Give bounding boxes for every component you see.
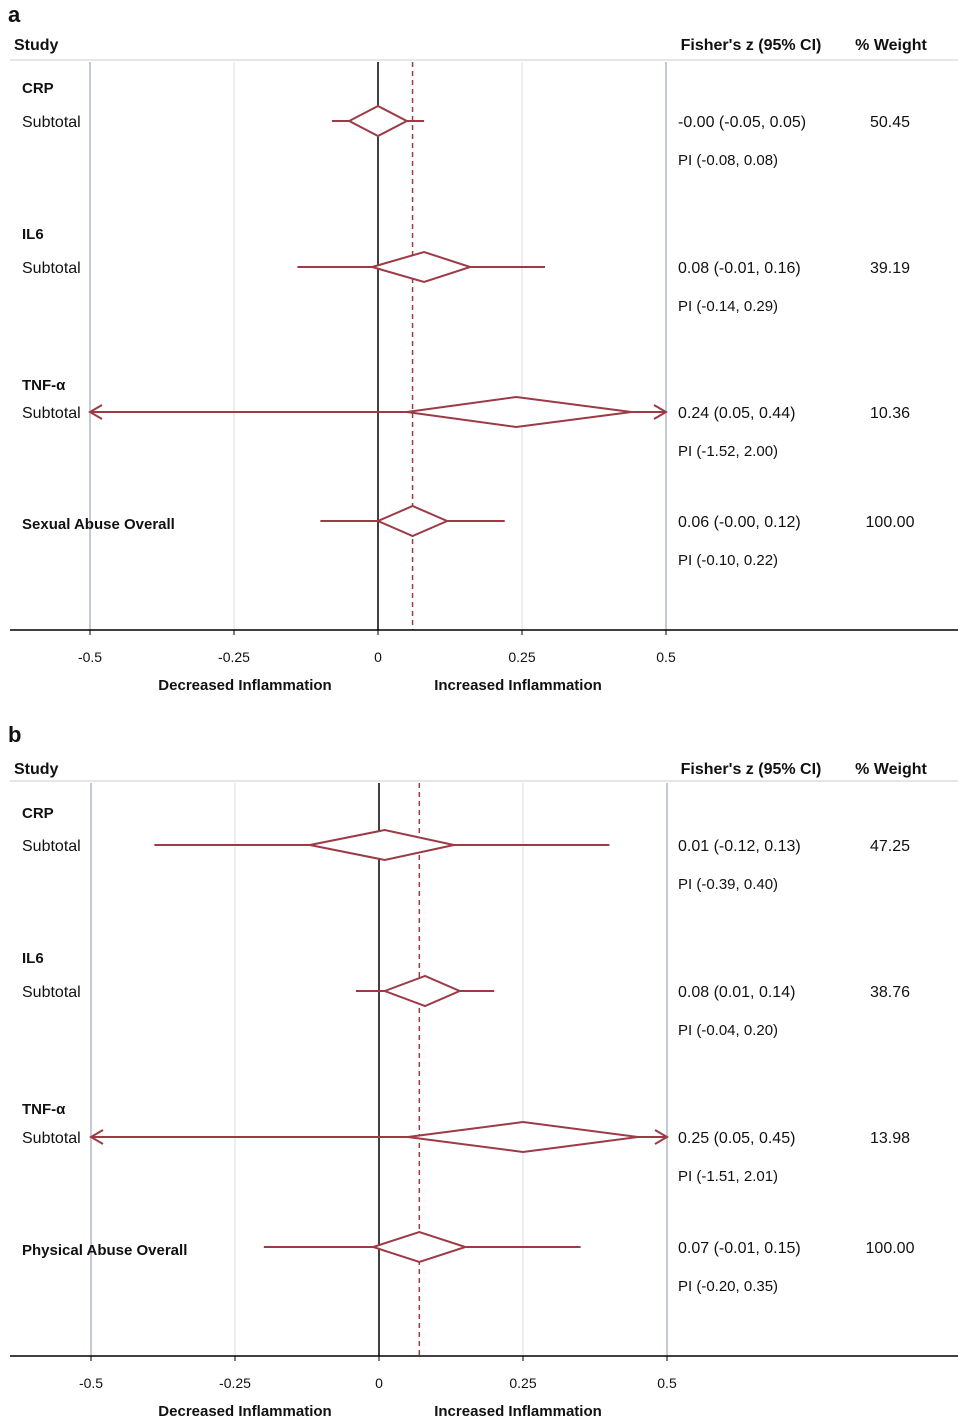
header-effect: Fisher's z (95% CI) — [681, 761, 822, 778]
x-tick-label: -0.5 — [78, 649, 102, 665]
header-effect: Fisher's z (95% CI) — [681, 37, 822, 54]
effect-ci-text: 0.06 (-0.00, 0.12) — [678, 514, 801, 531]
weight-value: 47.25 — [870, 838, 910, 855]
subtotal-label: Subtotal — [22, 984, 81, 1001]
direction-label-left: Decreased Inflammation — [158, 1403, 331, 1418]
group-label: IL6 — [22, 950, 44, 967]
x-tick-label: -0.25 — [219, 1375, 251, 1391]
x-tick-label: 0 — [374, 649, 382, 665]
group-label: CRP — [22, 805, 54, 822]
overall-label: Sexual Abuse Overall — [22, 516, 175, 533]
weight-value: 100.00 — [866, 1240, 915, 1257]
ci-diamond — [370, 1230, 469, 1264]
overall-label: Physical Abuse Overall — [22, 1242, 187, 1259]
x-tick-label: 0.25 — [508, 649, 535, 665]
subtotal-label: Subtotal — [22, 838, 81, 855]
group-label: TNF-α — [22, 377, 66, 394]
effect-ci-text: 0.07 (-0.01, 0.15) — [678, 1240, 801, 1257]
prediction-interval-text: PI (-1.52, 2.00) — [678, 443, 778, 460]
header-study: Study — [14, 761, 59, 778]
group-label: IL6 — [22, 226, 44, 243]
panel-label: b — [8, 722, 21, 747]
weight-value: 38.76 — [870, 984, 910, 1001]
arrow-left — [88, 404, 103, 420]
effect-ci-text: 0.25 (0.05, 0.45) — [678, 1130, 795, 1147]
weight-value: 10.36 — [870, 405, 910, 422]
header-study: Study — [14, 37, 59, 54]
subtotal-label: Subtotal — [22, 1130, 81, 1147]
forest-panel-b — [10, 780, 958, 1361]
group-label: TNF-α — [22, 1101, 66, 1118]
arrow-left — [89, 1129, 104, 1145]
effect-ci-text: 0.08 (-0.01, 0.16) — [678, 260, 801, 277]
arrow-right — [654, 1129, 669, 1145]
ci-diamond — [347, 104, 409, 138]
prediction-interval-text: PI (-0.08, 0.08) — [678, 152, 778, 169]
weight-value: 13.98 — [870, 1130, 910, 1147]
prediction-interval-text: PI (-0.10, 0.22) — [678, 552, 778, 569]
ci-diamond — [381, 974, 463, 1008]
ci-diamond — [368, 250, 474, 284]
prediction-interval-text: PI (-0.04, 0.20) — [678, 1022, 778, 1039]
header-weight: % Weight — [855, 761, 927, 778]
x-tick-label: -0.5 — [79, 1375, 103, 1391]
ci-diamond — [309, 828, 455, 862]
direction-label-right: Increased Inflammation — [434, 677, 602, 694]
x-tick-label: 0 — [375, 1375, 383, 1391]
ci-diamond — [375, 504, 450, 538]
effect-ci-text: 0.01 (-0.12, 0.13) — [678, 838, 801, 855]
header-weight: % Weight — [855, 37, 927, 54]
ci-diamond — [406, 395, 632, 429]
arrow-right — [653, 404, 668, 420]
x-tick-label: 0.25 — [509, 1375, 536, 1391]
subtotal-label: Subtotal — [22, 114, 81, 131]
subtotal-label: Subtotal — [22, 405, 81, 422]
effect-ci-text: -0.00 (-0.05, 0.05) — [678, 114, 806, 131]
weight-value: 39.19 — [870, 260, 910, 277]
forest-panel-a — [10, 59, 958, 635]
direction-label-left: Decreased Inflammation — [158, 677, 331, 694]
prediction-interval-text: PI (-0.39, 0.40) — [678, 876, 778, 893]
prediction-interval-text: PI (-1.51, 2.01) — [678, 1168, 778, 1185]
group-label: CRP — [22, 80, 54, 97]
prediction-interval-text: PI (-0.20, 0.35) — [678, 1278, 778, 1295]
direction-label-right: Increased Inflammation — [434, 1403, 602, 1418]
effect-ci-text: 0.24 (0.05, 0.44) — [678, 405, 795, 422]
subtotal-label: Subtotal — [22, 260, 81, 277]
ci-diamond — [407, 1120, 639, 1154]
weight-value: 50.45 — [870, 114, 910, 131]
prediction-interval-text: PI (-0.14, 0.29) — [678, 298, 778, 315]
x-tick-label: 0.5 — [656, 649, 676, 665]
weight-value: 100.00 — [866, 514, 915, 531]
x-tick-label: -0.25 — [218, 649, 250, 665]
effect-ci-text: 0.08 (0.01, 0.14) — [678, 984, 795, 1001]
x-tick-label: 0.5 — [657, 1375, 677, 1391]
panel-label: a — [8, 2, 21, 27]
